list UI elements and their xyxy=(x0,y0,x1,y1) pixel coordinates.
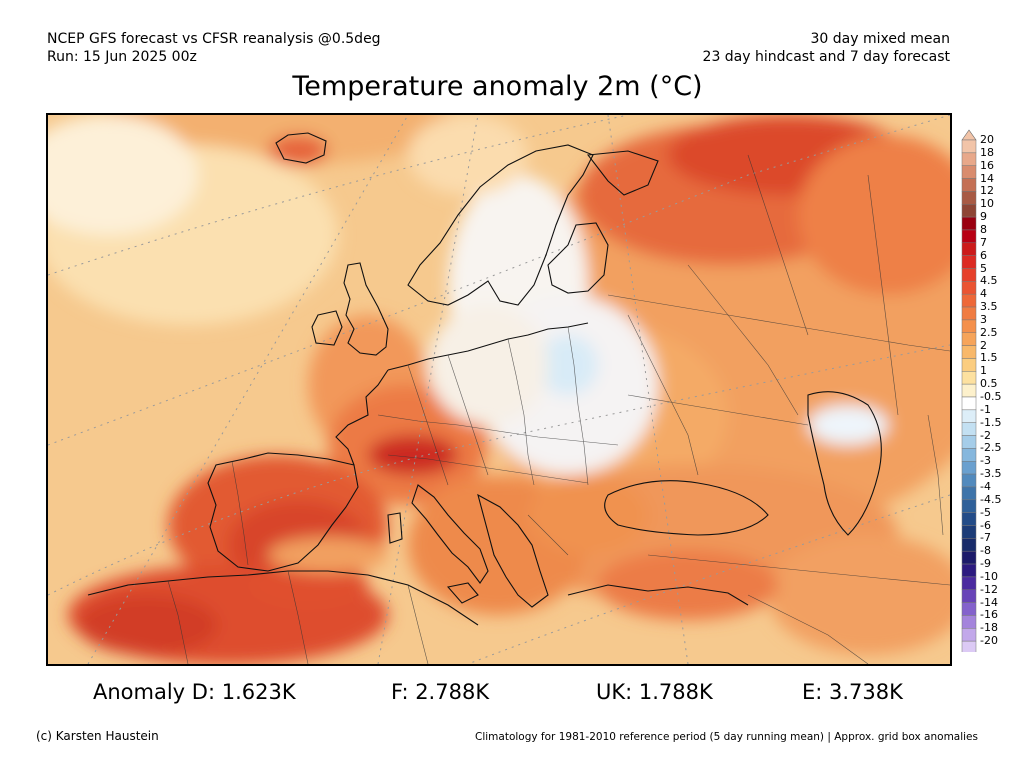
colorbar-cell xyxy=(961,191,977,205)
colorbar-top-arrow xyxy=(961,129,977,141)
colorbar-cell xyxy=(961,152,977,166)
colorbar-cell xyxy=(961,473,977,488)
anomaly-spain: E: 3.738K xyxy=(802,680,903,704)
colorbar-tick-label: -2 xyxy=(980,428,991,442)
colorbar-cell xyxy=(961,306,977,321)
colorbar-tick-label: 5 xyxy=(980,261,987,275)
colorbar-cell xyxy=(961,165,977,179)
colorbar-cell xyxy=(961,512,977,526)
colorbar-cell xyxy=(961,139,977,154)
colorbar-cell xyxy=(961,383,977,398)
colorbar-cell xyxy=(961,255,977,269)
colorbar-tick-label: -0.5 xyxy=(980,390,1002,403)
colorbar-cell xyxy=(961,229,977,244)
colorbar-tick-label: 9 xyxy=(980,210,987,224)
latitude-longitude-grid xyxy=(48,115,950,664)
copyright-text: (c) Karsten Haustein xyxy=(36,729,159,743)
colorbar-tick-label: -8 xyxy=(980,544,991,558)
colorbar-tick-label: 0.5 xyxy=(980,377,998,391)
anomaly-france: F: 2.788K xyxy=(391,680,490,704)
colorbar-tick-label: -1 xyxy=(980,402,991,416)
run-date: Run: 15 Jun 2025 00z xyxy=(47,49,197,65)
colorbar-cell xyxy=(961,396,977,411)
anomaly-shading xyxy=(48,115,950,664)
colorbar-cell xyxy=(961,293,977,308)
colorbar-cell xyxy=(961,640,977,652)
colorbar-tick-label: 1.5 xyxy=(980,351,998,365)
colorbar-cell xyxy=(961,216,977,231)
colorbar-tick-label: 3.5 xyxy=(980,300,998,314)
colorbar-tick-label: -18 xyxy=(980,621,998,635)
colorbar-cell xyxy=(961,602,977,616)
colorbar-tick-label: -1.5 xyxy=(980,415,1002,429)
colorbar-cell xyxy=(961,268,977,282)
climatology-note: Climatology for 1981-2010 reference peri… xyxy=(475,731,978,743)
colorbar-tick-label: -12 xyxy=(980,582,998,596)
colorbar-cell xyxy=(961,422,977,436)
colorbar-tick-label: 3 xyxy=(980,312,987,326)
colorbar-tick-label: -3 xyxy=(980,454,991,468)
colorbar-tick-label: -4 xyxy=(980,479,991,493)
colorbar-tick-label: -9 xyxy=(980,557,991,571)
colorbar-cell xyxy=(961,435,977,449)
colorbar-cell xyxy=(961,242,977,256)
colorbar xyxy=(961,129,977,652)
colorbar-cell xyxy=(961,332,977,346)
colorbar-tick-label: 7 xyxy=(980,235,987,249)
colorbar-tick-label: 6 xyxy=(980,248,987,262)
colorbar-tick-label: 4.5 xyxy=(980,274,998,288)
colorbar-cell xyxy=(961,281,977,295)
colorbar-tick-label: -20 xyxy=(980,634,998,648)
colorbar-tick-label: 2 xyxy=(980,338,987,352)
colorbar-cell xyxy=(961,550,977,565)
model-run-description: NCEP GFS forecast vs CFSR reanalysis @0.… xyxy=(47,31,381,47)
colorbar-tick-label: 8 xyxy=(980,222,987,236)
colorbar-tick-label: -4.5 xyxy=(980,492,1002,506)
mean-period: 30 day mixed mean xyxy=(810,31,950,47)
colorbar-tick-label: 20 xyxy=(980,133,994,146)
colorbar-cell xyxy=(961,178,977,192)
colorbar-cell xyxy=(961,345,977,359)
colorbar-tick-label: -10 xyxy=(980,569,998,583)
colorbar-cell xyxy=(961,358,977,372)
colorbar-cell xyxy=(961,409,977,423)
colorbar-tick-label: 16 xyxy=(980,158,994,172)
country-borders xyxy=(167,154,950,664)
colorbar-cell xyxy=(961,486,977,501)
colorbar-tick-label: -3.5 xyxy=(980,467,1002,481)
anomaly-germany: Anomaly D: 1.623K xyxy=(93,680,296,704)
colorbar-tick-label: -16 xyxy=(980,608,998,622)
colorbar-tick-label: -5 xyxy=(980,505,991,519)
colorbar-tick-label: -2.5 xyxy=(980,441,1002,455)
colorbar-tick-label: -7 xyxy=(980,531,991,545)
colorbar-tick-label: -14 xyxy=(980,595,998,609)
colorbar-cell xyxy=(961,319,977,333)
colorbar-cell xyxy=(961,589,977,603)
colorbar-tick-label: 1 xyxy=(980,364,987,378)
colorbar-cell xyxy=(961,628,977,642)
map-title: Temperature anomaly 2m (°C) xyxy=(292,71,703,102)
colorbar-cell xyxy=(961,563,977,578)
colorbar-cells xyxy=(961,129,977,652)
hindcast-forecast-description: 23 day hindcast and 7 day forecast xyxy=(702,49,950,65)
colorbar-tick-label: 10 xyxy=(980,197,994,211)
colorbar-tick-label: 12 xyxy=(980,184,994,198)
colorbar-cell xyxy=(961,615,977,629)
colorbar-tick-label: 2.5 xyxy=(980,325,998,339)
colorbar-tick-label: 14 xyxy=(980,171,994,185)
colorbar-cell xyxy=(961,538,977,552)
colorbar-tick-label: -6 xyxy=(980,518,991,532)
anomaly-uk: UK: 1.788K xyxy=(596,680,713,704)
colorbar-cell xyxy=(961,525,977,539)
colorbar-cell xyxy=(961,448,977,462)
colorbar-tick-label: 18 xyxy=(980,145,994,159)
colorbar-cell xyxy=(961,576,977,590)
anomaly-map-canvas xyxy=(48,115,950,664)
colorbar-tick-label: 4 xyxy=(980,287,987,301)
anomaly-map xyxy=(46,113,952,666)
colorbar-cell xyxy=(961,204,977,218)
colorbar-cell xyxy=(961,461,977,475)
colorbar-cell xyxy=(961,499,977,513)
colorbar-cell xyxy=(961,371,977,385)
